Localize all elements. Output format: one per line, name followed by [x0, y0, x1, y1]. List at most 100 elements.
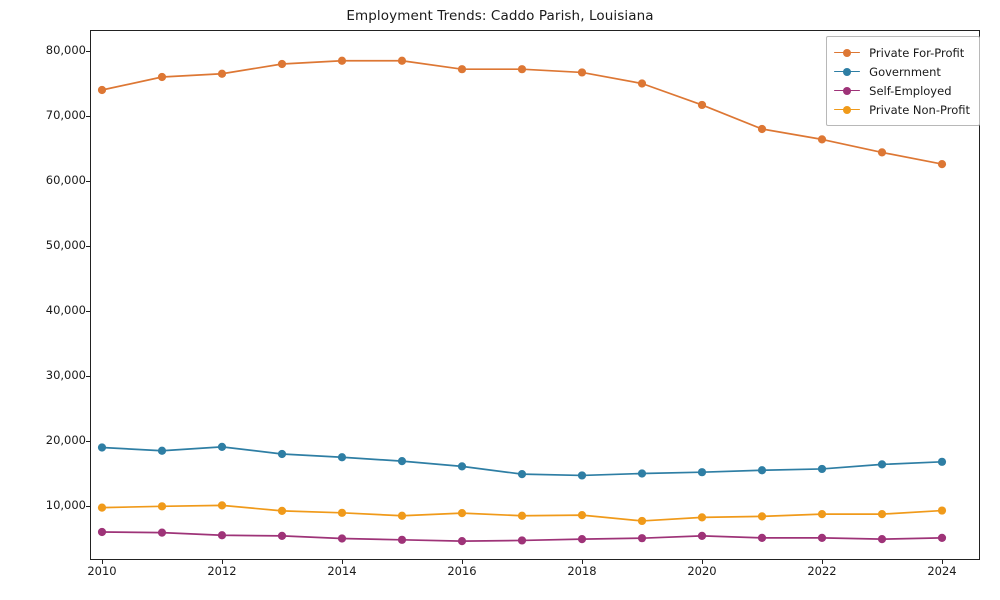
data-point-marker [637, 516, 647, 526]
data-point-marker [937, 533, 947, 542]
y-axis-tick-mark [86, 181, 90, 183]
data-point-marker [157, 72, 167, 82]
data-point-marker [697, 468, 707, 477]
y-axis-tick-mark [86, 311, 90, 313]
data-point-marker [577, 68, 587, 77]
data-point-marker [397, 457, 407, 466]
series-self-employed [97, 527, 947, 546]
y-axis-tick-label: 40,000 [45, 303, 86, 317]
data-point-marker [877, 148, 887, 157]
data-point-marker [697, 513, 707, 522]
y-axis-tick-label: 70,000 [45, 108, 86, 122]
y-axis-tick-mark [86, 441, 90, 443]
data-point-marker [457, 509, 467, 518]
x-axis-tick-label: 2020 [687, 564, 717, 578]
y-axis-tick-label: 50,000 [45, 238, 86, 252]
data-point-marker [757, 533, 767, 542]
data-point-marker [937, 160, 947, 169]
x-axis-tick-mark [702, 560, 704, 564]
data-point-marker [877, 535, 887, 544]
x-axis-tick-mark [462, 560, 464, 564]
data-point-marker [397, 56, 407, 65]
data-point-marker [217, 442, 227, 451]
y-axis-tick-mark [86, 51, 90, 53]
data-point-marker [517, 65, 527, 74]
legend-label: Government [869, 64, 941, 79]
data-point-marker [397, 535, 407, 544]
data-point-marker [517, 470, 527, 479]
legend-swatch-icon [834, 66, 861, 78]
data-point-marker [817, 510, 827, 519]
legend-swatch-icon [834, 85, 861, 97]
x-axis-tick-mark [102, 560, 104, 564]
data-point-marker [97, 85, 107, 95]
series-private-non-profit [97, 501, 947, 526]
data-point-marker [697, 100, 707, 110]
y-axis-tick-label: 60,000 [45, 173, 86, 187]
chart-legend[interactable]: Private For-Profit Government Self-Employe… [826, 36, 980, 126]
data-point-marker [637, 534, 647, 543]
data-point-marker [337, 534, 347, 543]
data-point-marker [337, 453, 347, 462]
legend-item-self-employed[interactable]: Self-Employed [834, 81, 970, 100]
y-axis-tick-mark [86, 376, 90, 378]
legend-swatch-icon [834, 104, 861, 116]
data-point-marker [97, 443, 107, 452]
data-point-marker [277, 59, 287, 69]
data-point-marker [937, 457, 947, 466]
data-point-marker [277, 531, 287, 541]
data-point-marker [457, 65, 467, 74]
x-axis-tick-label: 2010 [87, 564, 117, 578]
y-axis-tick-mark [86, 246, 90, 248]
x-axis-tick-label: 2022 [807, 564, 837, 578]
series-line [101, 59, 943, 165]
data-point-marker [457, 462, 467, 471]
data-point-marker [97, 527, 107, 537]
y-axis-tick-label: 80,000 [45, 43, 86, 57]
data-point-marker [637, 79, 647, 88]
legend-swatch-icon [834, 47, 861, 59]
data-point-marker [217, 531, 227, 540]
data-point-marker [637, 469, 647, 478]
chart-title: Employment Trends: Caddo Parish, Louisia… [346, 8, 654, 24]
y-axis-tick-label: 30,000 [45, 368, 86, 382]
y-axis-tick-mark [86, 506, 90, 508]
x-axis-tick-label: 2018 [567, 564, 597, 578]
x-axis-tick-label: 2012 [207, 564, 237, 578]
data-point-marker [577, 471, 587, 480]
data-point-marker [397, 511, 407, 520]
legend-label: Private Non-Profit [869, 102, 970, 117]
data-point-marker [757, 466, 767, 475]
x-axis-tick-label: 2024 [927, 564, 957, 578]
x-axis-tick-mark [822, 560, 824, 564]
data-point-marker [337, 508, 347, 517]
data-point-marker [877, 510, 887, 519]
data-point-marker [157, 502, 167, 511]
legend-item-private-non-profit[interactable]: Private Non-Profit [834, 100, 970, 119]
data-point-marker [757, 124, 767, 134]
data-point-marker [217, 69, 227, 78]
data-point-marker [517, 511, 527, 520]
data-point-marker [457, 537, 467, 546]
data-point-marker [697, 531, 707, 541]
data-point-marker [277, 506, 287, 515]
data-point-marker [157, 446, 167, 455]
legend-label: Self-Employed [869, 83, 952, 98]
data-point-marker [97, 503, 107, 512]
series-private-for-profit [97, 56, 947, 169]
data-point-marker [577, 535, 587, 544]
data-point-marker [277, 449, 287, 459]
legend-label: Private For-Profit [869, 45, 965, 60]
data-point-marker [217, 501, 227, 510]
data-point-marker [817, 533, 827, 542]
x-axis-tick-mark [942, 560, 944, 564]
data-point-marker [157, 528, 167, 537]
data-point-marker [757, 512, 767, 521]
series-government [97, 442, 947, 480]
data-point-marker [577, 510, 587, 520]
legend-item-government[interactable]: Government [834, 62, 970, 81]
legend-item-private-for-profit[interactable]: Private For-Profit [834, 43, 970, 62]
x-axis-tick-mark [222, 560, 224, 564]
